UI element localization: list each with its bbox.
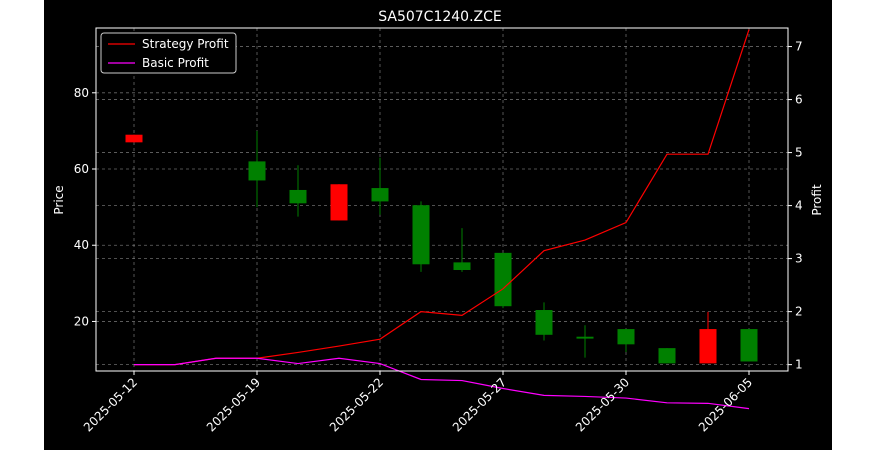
grid-lines (96, 28, 788, 371)
candle-body-7 (412, 205, 430, 265)
candle-body-12 (617, 329, 635, 345)
left-tick-label-0: 20 (74, 314, 89, 328)
right-tick-label-5: 6 (795, 93, 803, 107)
x-axis-ticks: 2025-05-12 2025-05-19 2025-05-22 2025-05-27… (81, 371, 755, 434)
right-tick-label-3: 4 (795, 199, 803, 213)
chart-figure: SA507C1240.ZCE 20 40 60 80 1 2 3 4 5 6 7 2025-05-… (44, 0, 832, 450)
chart-title: SA507C1240.ZCE (378, 9, 502, 25)
series-line-1 (134, 357, 750, 410)
candle-body-9 (494, 252, 512, 307)
plot-frame (95, 27, 789, 372)
candle-body-0 (125, 134, 143, 143)
series-line-0 (134, 29, 750, 366)
right-tick-label-2: 3 (795, 252, 803, 266)
x-tick-label-4: 2025-05-30 (573, 375, 632, 434)
candle-body-3 (248, 161, 266, 181)
legend-label-basic: Basic Profit (142, 56, 209, 70)
candle-body-8 (453, 262, 471, 271)
candle-body-15 (740, 329, 758, 362)
y-axis-label-left: Price (52, 185, 66, 214)
left-tick-label-2: 60 (74, 162, 89, 176)
y-axis-label-right: Profit (810, 184, 824, 216)
left-tick-label-3: 80 (74, 86, 89, 100)
candle-body-4 (289, 189, 307, 204)
candlesticks (125, 68, 758, 364)
right-tick-label-4: 5 (795, 146, 803, 160)
left-tick-label-1: 40 (74, 238, 89, 252)
right-tick-label-0: 1 (795, 358, 803, 372)
left-axis-ticks: 20 40 60 80 (74, 86, 96, 328)
candle-body-6 (371, 188, 389, 202)
x-tick-label-5: 2025-06-05 (696, 375, 755, 434)
candle-body-5 (330, 184, 348, 221)
right-axis-ticks: 1 2 3 4 5 6 7 (788, 40, 803, 372)
legend: Strategy Profit Basic Profit (100, 32, 237, 74)
candle-body-11 (576, 336, 594, 339)
candle-body-14 (699, 329, 717, 364)
right-tick-label-6: 7 (795, 40, 803, 54)
candle-body-10 (535, 310, 553, 335)
right-tick-label-1: 2 (795, 305, 803, 319)
legend-label-strategy: Strategy Profit (142, 37, 229, 51)
x-tick-label-2: 2025-05-22 (327, 375, 386, 434)
x-tick-label-1: 2025-05-19 (204, 375, 263, 434)
profit-lines (134, 29, 750, 410)
chart-svg: SA507C1240.ZCE 20 40 60 80 1 2 3 4 5 6 7 2025-05-… (52, 9, 824, 434)
candle-body-13 (658, 348, 676, 364)
x-tick-label-0: 2025-05-12 (81, 375, 140, 434)
